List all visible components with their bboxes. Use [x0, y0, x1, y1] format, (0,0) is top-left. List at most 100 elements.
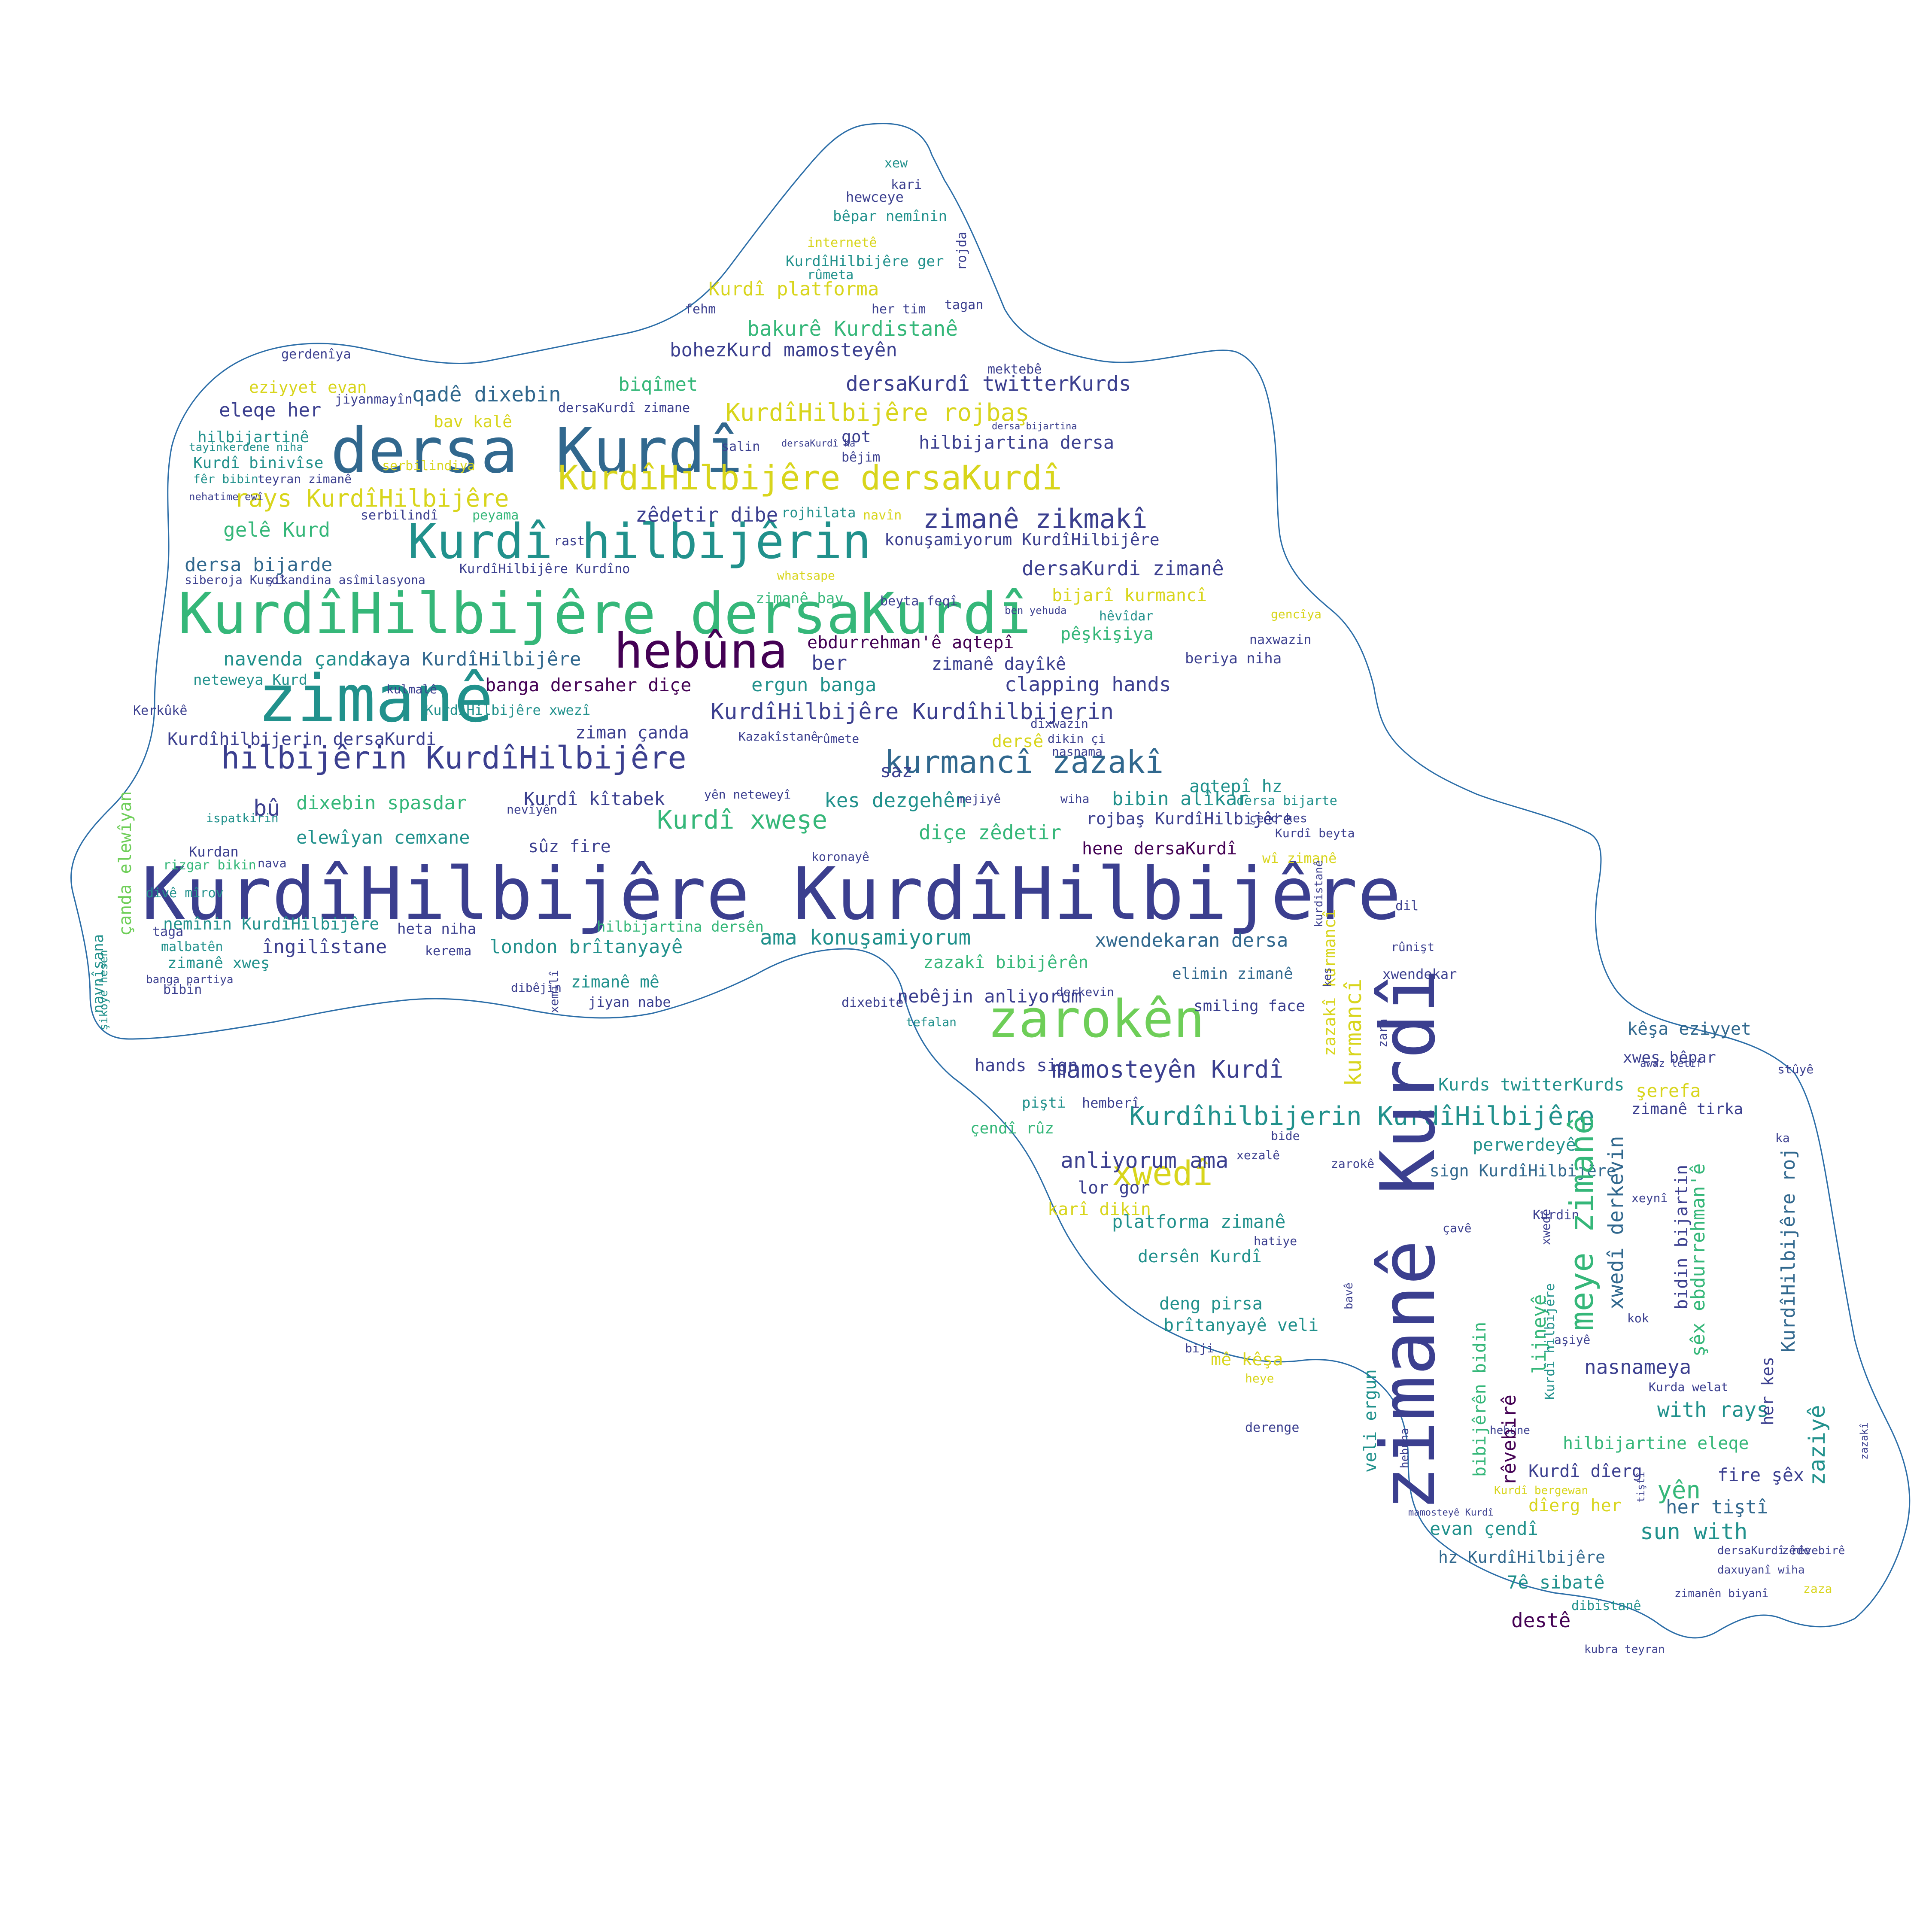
word-cloud-word: derenge [1245, 1420, 1299, 1435]
word-cloud-word: yên [1657, 1476, 1701, 1504]
word-cloud-word: kêşa eziyyet [1627, 1019, 1751, 1039]
word-cloud-word: hewceye [846, 189, 904, 205]
word-cloud-word: heye [1245, 1371, 1274, 1385]
word-cloud-word: Kurdan [189, 844, 239, 860]
word-cloud-word: yên neteweyî [704, 787, 791, 802]
word-cloud-word: hêvîdar [1099, 609, 1153, 624]
word-cloud-word: rast [554, 534, 585, 549]
word-cloud-word: dersaKurdî twitterKurds [846, 372, 1131, 396]
word-cloud-word: hene dersaKurdî [1082, 839, 1237, 859]
word-cloud-word: zêdetir dibe [635, 503, 778, 526]
word-cloud-word: xweş bêpar [1623, 1049, 1716, 1066]
word-cloud-word: teyran zimanê [258, 472, 352, 486]
word-cloud-word: çanda elewîyan [115, 791, 135, 936]
word-cloud-word: nava [258, 856, 286, 870]
word-cloud-word: dil [1395, 899, 1419, 914]
word-cloud-word: zaza [1803, 1582, 1832, 1596]
word-cloud-word: Kazakîstanê [738, 729, 818, 744]
word-cloud-word: gencîya [1271, 607, 1321, 621]
word-cloud-word: ber [811, 651, 847, 674]
word-cloud-word: konuşamiyorum KurdîHilbijêre [884, 530, 1160, 549]
word-cloud-word: divê mîrov [146, 886, 224, 901]
word-cloud-word: rojda [954, 232, 969, 270]
word-cloud-word: dersa bijarde [185, 554, 332, 576]
word-cloud-word: pêşkişiya [1060, 624, 1154, 644]
word-cloud-word: hilbijartina dersên [597, 918, 764, 936]
word-cloud-word: whatsape [777, 568, 835, 583]
word-cloud-word: navnîşana [90, 934, 107, 1013]
word-cloud-word: tiştî [1635, 1472, 1647, 1503]
word-cloud-word: jiyan nabe [588, 994, 671, 1010]
word-cloud-word: navîn [863, 508, 902, 523]
word-cloud-word: zimanên biyanî [1674, 1587, 1768, 1600]
word-cloud-word: KurdîHilbijêre rojbaş [726, 399, 1030, 427]
word-cloud-word: with rays [1657, 1398, 1769, 1422]
word-cloud-word: zimanê [258, 661, 493, 737]
word-cloud-word: KurdîHilbijêre Kurdîno [459, 562, 630, 577]
word-cloud-word: zimanê zikmakî [923, 503, 1148, 535]
word-cloud-word: nasnameya [1584, 1355, 1691, 1379]
word-cloud-word: kubra teyran [1584, 1643, 1665, 1656]
word-cloud-word: serbilindî [361, 508, 438, 523]
word-cloud-word: karî dikin [1048, 1200, 1151, 1219]
word-cloud-word: bijarî kurmancî [1052, 586, 1207, 605]
word-cloud-word: internetê [807, 235, 877, 250]
word-cloud-word: tagan [945, 298, 983, 313]
word-cloud-word: xwedê [1539, 1209, 1553, 1245]
word-cloud-word: awaz letîf [1640, 1057, 1702, 1069]
word-cloud-word: gerdenîya [281, 347, 351, 362]
word-cloud-word: kok [1627, 1311, 1649, 1325]
word-cloud-word: ispatkirin [206, 811, 279, 825]
word-cloud-word: daxuyanî wiha [1717, 1564, 1805, 1577]
word-cloud-word: bêjim [841, 450, 880, 465]
word-cloud-word: KurdîHilbijêre dersaKurdî [558, 459, 1062, 498]
word-cloud-word: dersaKurdî zimane [558, 401, 690, 416]
word-cloud-word: gelê Kurd [223, 518, 330, 541]
word-cloud-word: elewîyan cemxane [296, 827, 470, 848]
word-cloud-word: îngilîstane [262, 936, 387, 958]
word-cloud-word: Kurdîhilbijerin KurdîHilbijêre [1129, 1101, 1595, 1131]
word-cloud-word: xwendekaran dersa [1095, 930, 1288, 951]
map-outline [70, 123, 1911, 1639]
word-cloud-word: şêx ebdurrehman'ê [1687, 1163, 1709, 1357]
word-cloud-word: kurmancî [1341, 979, 1367, 1086]
word-cloud-word: bide [1271, 1129, 1300, 1143]
word-cloud-word: zêde [1782, 1543, 1810, 1557]
word-cloud-word: xwedî [1112, 1154, 1213, 1193]
word-cloud-word: zimanê mê [571, 972, 659, 991]
word-cloud-word: Kurdî kîtabek [524, 788, 665, 809]
word-cloud-word: xwedî derkevin [1604, 1136, 1628, 1309]
word-cloud-word: zazakî [1858, 1422, 1870, 1460]
word-cloud-word: dersa Kurdî [331, 415, 743, 487]
word-cloud-word: zarokê [1331, 1157, 1374, 1171]
word-cloud-word: naxwazin [1249, 632, 1312, 647]
word-cloud-word: çendî rûz [970, 1120, 1054, 1137]
word-cloud-word: neteweya Kurd [193, 671, 307, 689]
word-cloud-word: bakurê Kurdistanê [747, 317, 958, 341]
word-cloud-word: koronayê [811, 850, 869, 864]
word-cloud-word: KurdîHilbijêre ger [786, 253, 944, 270]
word-cloud-word: mektebê [987, 362, 1042, 377]
word-cloud-word: kes [1321, 967, 1334, 987]
word-cloud-word: dersaKurdî ka [781, 438, 855, 449]
word-cloud-word: nemînin KurdîHilbijêre [163, 914, 379, 933]
word-cloud-word: Kurdî beyta [1275, 826, 1355, 840]
word-cloud-word: tayinkerdene niha [189, 441, 303, 454]
word-cloud-word: zazakî kurmancî [1320, 909, 1339, 1056]
word-cloud-word: eziyyet evan [249, 378, 367, 397]
word-cloud-word: zara [1376, 1019, 1390, 1048]
word-cloud-word: Kurdî bergewan [1494, 1484, 1588, 1497]
word-cloud-word: KurdîHilbijêre dersaKurdî [178, 581, 1031, 647]
word-cloud-word: sign KurdîHilbijêre [1430, 1161, 1616, 1180]
word-cloud-word: şikoyê hesen [97, 950, 110, 1030]
word-cloud-word: platforma zimanê [1112, 1211, 1286, 1232]
word-cloud-word: ergun banga [751, 674, 876, 696]
word-cloud-word: got [841, 427, 871, 446]
word-cloud-word: xew [884, 156, 908, 171]
word-cloud-word: rûnişt [1391, 940, 1434, 954]
word-cloud-word: eleqe her [219, 399, 321, 421]
word-cloud-word: hilbijêrin KurdîHilbijêre [221, 740, 687, 776]
word-cloud-word: hilbijartinê [197, 428, 309, 446]
